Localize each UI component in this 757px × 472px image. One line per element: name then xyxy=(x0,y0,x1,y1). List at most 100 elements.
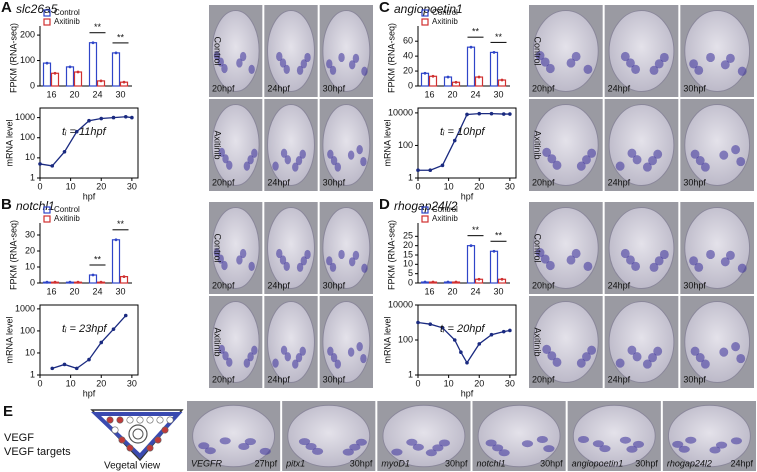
point xyxy=(431,74,435,78)
gene-label: pitx1 xyxy=(285,458,305,468)
stain xyxy=(347,150,355,160)
significance: ** xyxy=(117,32,125,42)
x-tick-label: 0 xyxy=(37,181,42,191)
gene-name: notchl1 xyxy=(16,199,55,213)
point xyxy=(53,71,57,75)
stain xyxy=(731,342,741,352)
point xyxy=(76,280,80,284)
stain xyxy=(412,443,424,451)
stain xyxy=(542,344,552,354)
stain xyxy=(545,63,555,74)
point xyxy=(459,350,463,355)
time-label: 30hpf xyxy=(323,83,346,93)
stain xyxy=(690,149,700,159)
y-tick-label: 5 xyxy=(408,268,413,278)
x-tick-label: 20 xyxy=(96,378,106,388)
gene-label: rhogap24l2 xyxy=(667,458,712,468)
time-label: 20hpf xyxy=(532,374,555,384)
stain xyxy=(292,162,299,172)
legend-label: Axitinib xyxy=(54,17,80,26)
stain xyxy=(542,147,552,157)
x-tick-label: 16 xyxy=(46,286,56,296)
stain xyxy=(272,161,279,171)
y-tick-label: 20 xyxy=(25,245,35,255)
point xyxy=(91,41,95,45)
stain xyxy=(355,438,367,446)
y-tick-label: 20 xyxy=(403,65,413,75)
x-tick-label: 30 xyxy=(127,181,137,191)
time-label: 24hpf xyxy=(267,374,290,384)
y-tick-label: 1000 xyxy=(15,112,35,122)
stain xyxy=(654,59,664,69)
y-tick-label: 1 xyxy=(408,369,413,379)
bar xyxy=(50,72,60,87)
y-tick-label: 100 xyxy=(398,140,413,150)
stain xyxy=(330,353,338,363)
legend-label: Control xyxy=(432,205,458,214)
x-tick-label: 0 xyxy=(415,378,420,388)
time-label: 20hpf xyxy=(532,177,555,187)
stain xyxy=(406,438,418,446)
diagram-cell xyxy=(106,416,114,424)
embryo xyxy=(608,207,675,289)
point xyxy=(74,366,79,371)
y-tick-label: 1 xyxy=(408,172,413,182)
stain xyxy=(347,347,355,357)
x-tick-label: 16 xyxy=(424,89,434,99)
stain xyxy=(327,346,334,356)
point xyxy=(122,275,126,278)
point xyxy=(76,70,80,74)
stain xyxy=(438,439,451,447)
embryo xyxy=(322,104,371,186)
diagram-vegf xyxy=(91,412,183,459)
embryo xyxy=(684,10,751,92)
embryo xyxy=(267,301,315,383)
stain xyxy=(238,443,250,450)
row-label: Axitinib xyxy=(213,327,223,356)
diagram-cell xyxy=(116,416,124,424)
y-tick-label: 10 xyxy=(403,259,413,269)
bar xyxy=(88,42,98,87)
stain xyxy=(626,58,635,68)
stain xyxy=(299,346,306,356)
x-tick-label: 16 xyxy=(46,89,56,99)
x-tick-label: 30 xyxy=(493,286,503,296)
stain xyxy=(648,353,657,363)
stain xyxy=(615,358,625,368)
significance: ** xyxy=(495,32,503,42)
stain xyxy=(689,256,699,266)
line xyxy=(39,116,132,167)
y-tick-label: 15 xyxy=(403,249,413,259)
stain xyxy=(540,254,550,264)
legend-label: VEGF targets xyxy=(4,446,71,458)
y-axis-label: FPKM (RNA-seq) xyxy=(8,220,18,290)
stain xyxy=(498,449,510,457)
stain xyxy=(276,248,283,259)
y-tick-label: 30 xyxy=(25,229,35,239)
stain xyxy=(700,359,710,369)
stain xyxy=(305,443,317,450)
point xyxy=(492,249,496,253)
stain xyxy=(218,147,225,157)
stain xyxy=(295,156,303,166)
point xyxy=(489,332,494,337)
stain xyxy=(654,256,664,266)
point xyxy=(123,114,128,119)
time-label: 30hpf xyxy=(323,177,346,187)
stain xyxy=(342,448,354,456)
point xyxy=(440,325,445,330)
point xyxy=(477,111,482,116)
y-tick-label: 20 xyxy=(403,240,413,250)
stain xyxy=(298,438,311,446)
y-tick-label: 40 xyxy=(403,51,413,61)
annotation: tᵢ = 10hpf xyxy=(440,126,485,138)
y-tick-label: 10 xyxy=(25,152,35,162)
stain xyxy=(296,65,304,75)
time-label: 24hpf xyxy=(608,83,631,93)
stain xyxy=(248,64,255,74)
legend-swatch xyxy=(421,215,429,223)
y-tick-label: 0 xyxy=(30,80,35,90)
stain xyxy=(587,345,597,355)
stain xyxy=(360,353,367,364)
x-tick-label: 20 xyxy=(474,181,484,191)
